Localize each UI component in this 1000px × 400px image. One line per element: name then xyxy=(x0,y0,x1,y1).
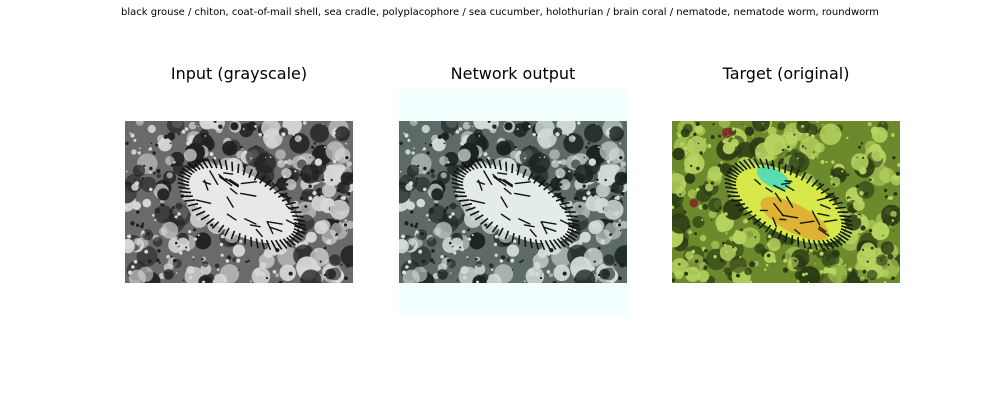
sea-slug xyxy=(177,158,306,251)
target-original-image xyxy=(672,121,900,283)
panel-title-target: Target (original) xyxy=(722,64,850,83)
input-image-svg xyxy=(125,121,353,283)
sea-slug xyxy=(451,158,580,251)
figure-suptitle: black grouse / chiton, coat-of-mail shel… xyxy=(121,7,879,18)
network-output-image xyxy=(399,121,627,283)
panel-title-input: Input (grayscale) xyxy=(170,64,308,83)
sea-slug xyxy=(724,158,853,251)
output-image-svg xyxy=(399,121,627,283)
input-grayscale-image xyxy=(125,121,353,283)
target-image-svg xyxy=(672,121,900,283)
panel-title-output: Network output xyxy=(450,64,576,83)
